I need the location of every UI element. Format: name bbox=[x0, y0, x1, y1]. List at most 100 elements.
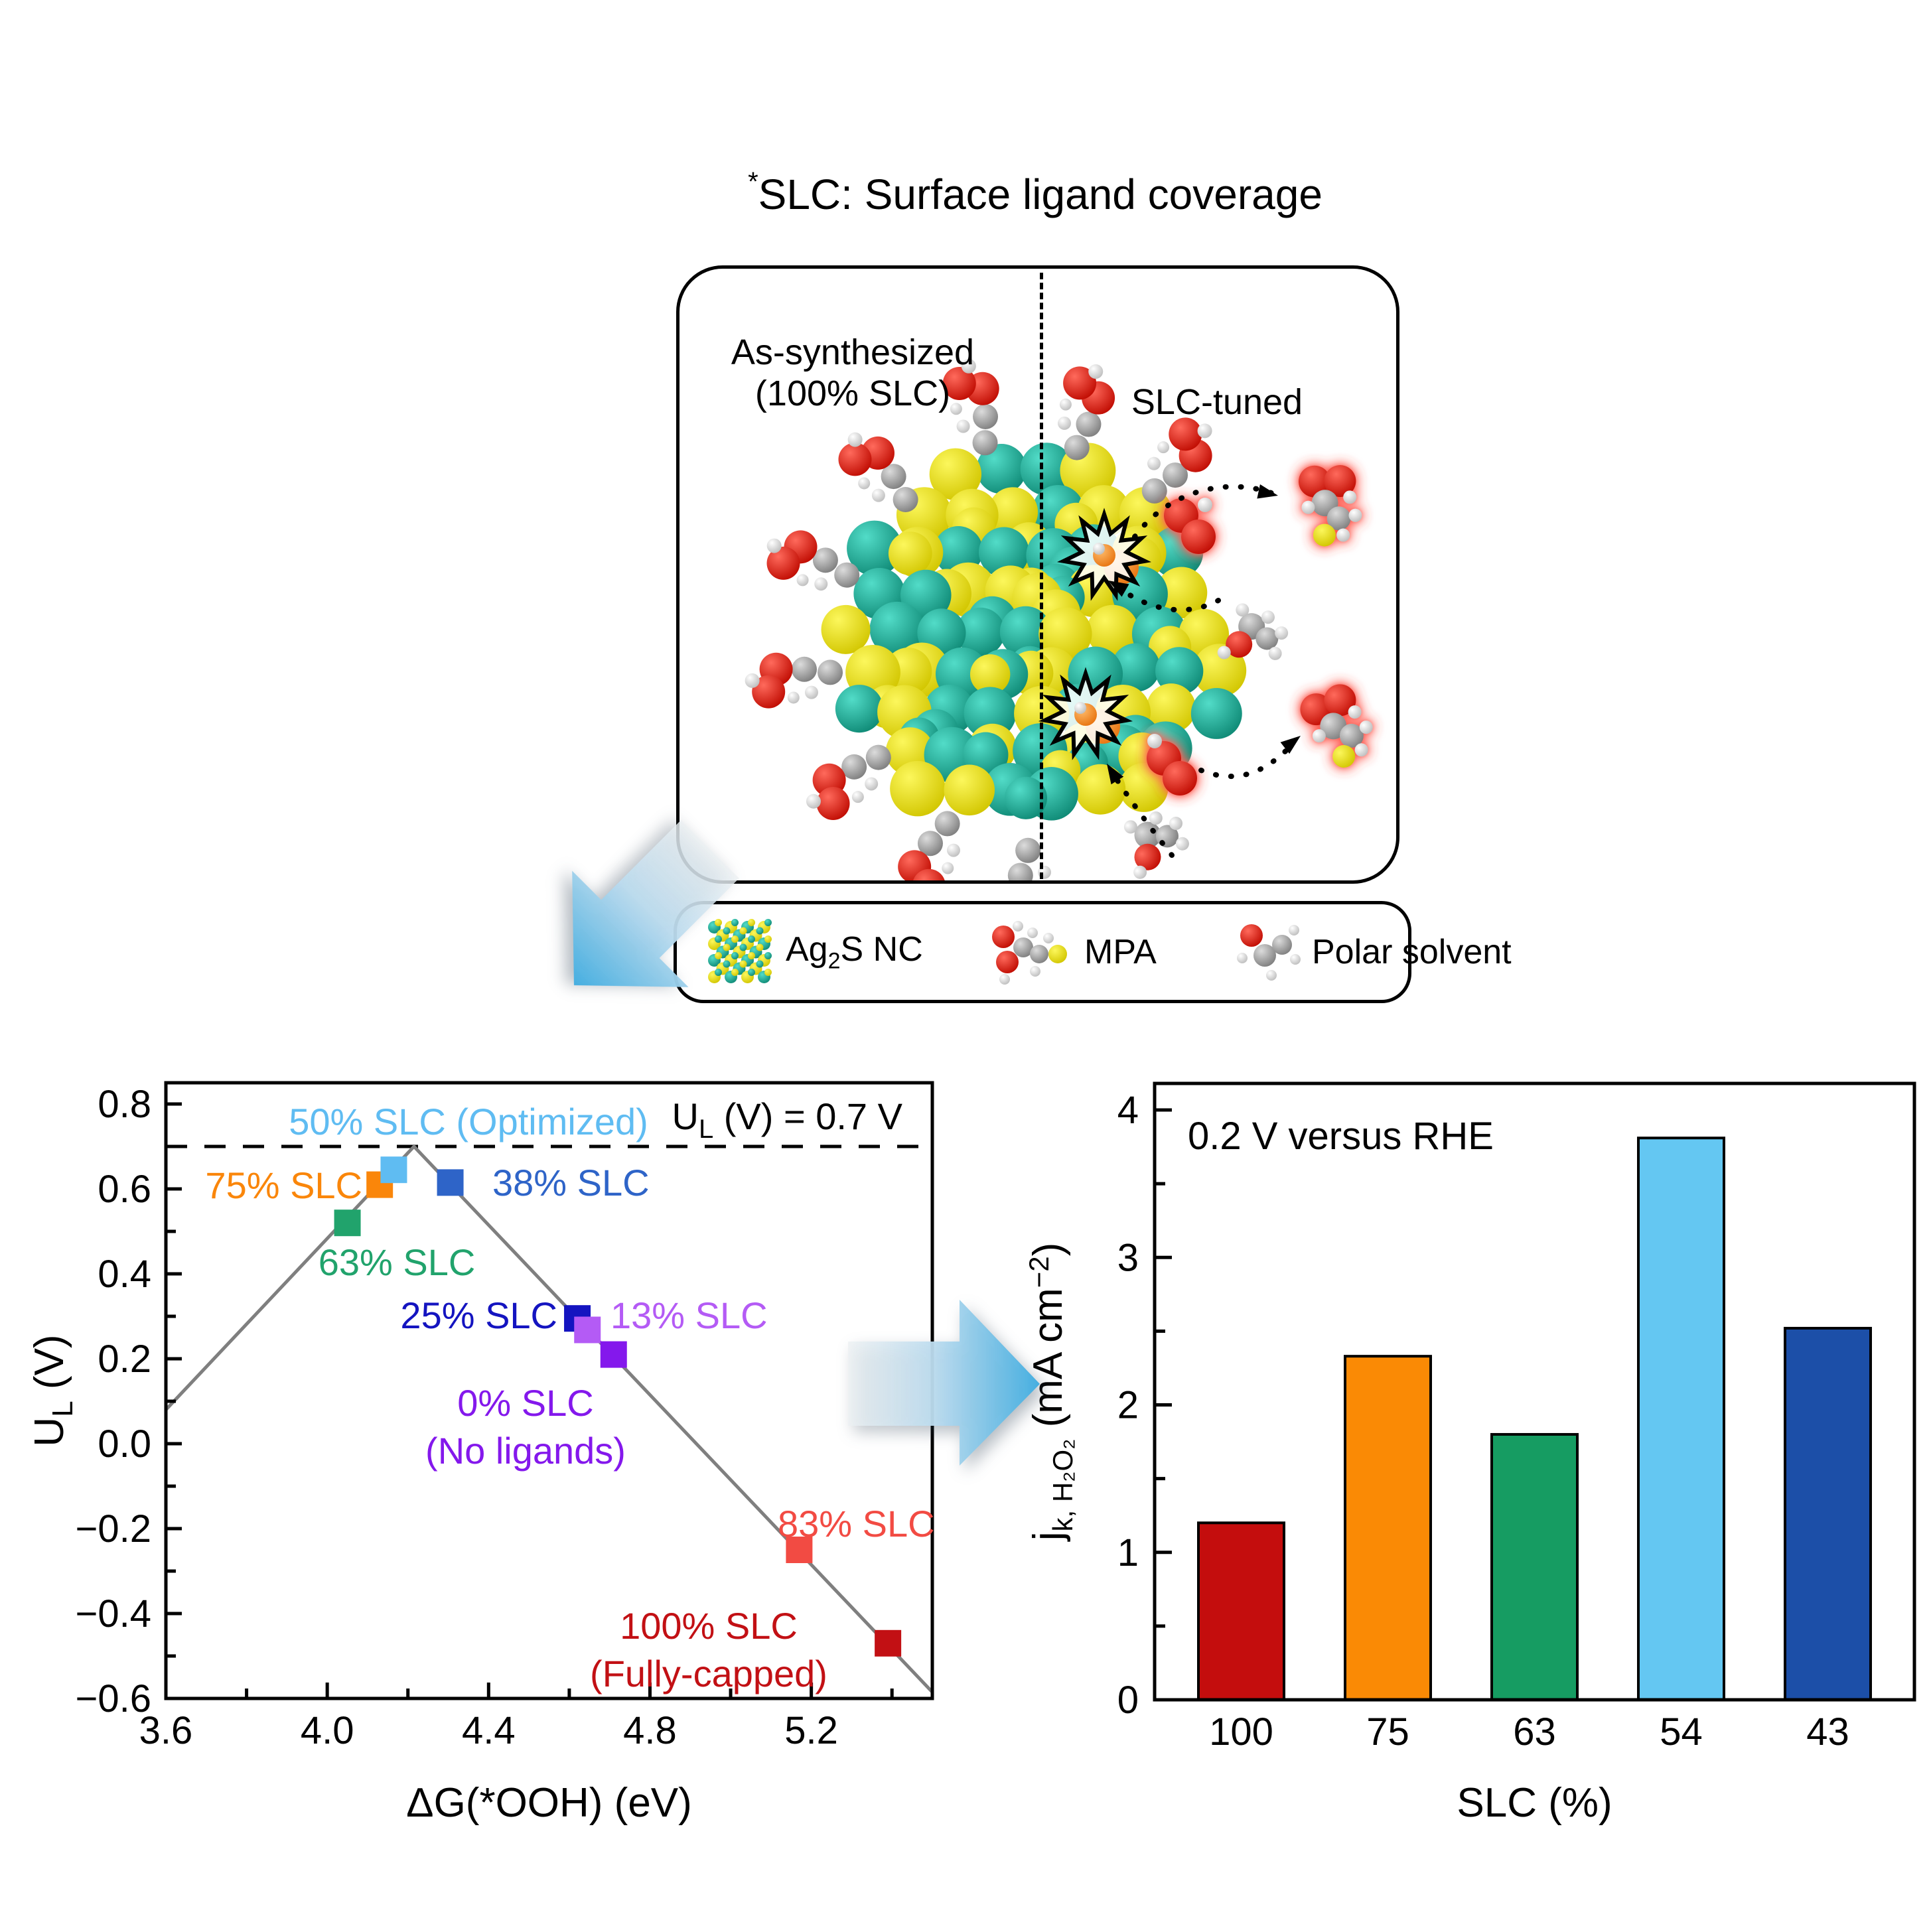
wht-atom bbox=[1133, 865, 1147, 879]
slc-point-label: 0% SLC bbox=[457, 1382, 593, 1424]
wht-atom bbox=[1343, 490, 1357, 504]
wht-atom bbox=[1027, 928, 1038, 938]
slc-tuned-text: SLC-tuned bbox=[1131, 382, 1303, 422]
yel-atom bbox=[1038, 607, 1092, 661]
legend-label-ag2s: Ag2S NC bbox=[786, 930, 923, 974]
y-tick-label: 0.4 bbox=[98, 1253, 151, 1296]
teal-atom bbox=[715, 969, 722, 976]
yel-atom bbox=[1048, 945, 1067, 963]
as-synthesized-line1: As-synthesized bbox=[731, 332, 975, 372]
teal-atom bbox=[731, 919, 739, 926]
bar-plot-frame bbox=[1153, 1081, 1916, 1702]
slc-data-point bbox=[786, 1537, 813, 1563]
y-title-main: j bbox=[1025, 1532, 1071, 1543]
y-title-unit: (mA cm bbox=[1025, 1288, 1071, 1438]
yel-atom bbox=[1332, 745, 1356, 768]
volcano-chart: 3.6 4.0 4.4 4.8 5.2 0.8 0.6 0.4 0.2 0.0 −0.2 −0.4 −0… bbox=[27, 1081, 935, 1826]
y-tick-label: 0.0 bbox=[98, 1422, 151, 1466]
yel-atom bbox=[756, 943, 764, 951]
teal-atom bbox=[978, 527, 1029, 578]
y-title-rest: (V) bbox=[27, 1334, 72, 1401]
ag2s-nanocrystal-icon bbox=[708, 919, 772, 983]
bar-chart: 100 75 63 54 43 0 1 2 3 4 0.2 V versus RHE SLC (%) j… bbox=[1023, 1081, 1916, 1826]
wht-atom bbox=[745, 673, 760, 688]
volcano-plot-frame bbox=[164, 1081, 934, 1700]
attached-ligands bbox=[745, 358, 1212, 880]
yel-atom bbox=[1192, 644, 1247, 697]
gray-atom bbox=[1030, 945, 1048, 963]
legend-item-mpa: MPA bbox=[989, 904, 1157, 1000]
slc-point-label: 38% SLC bbox=[492, 1162, 650, 1204]
yel-atom bbox=[1155, 567, 1208, 619]
y-title-sub: k, H₂O₂ bbox=[1047, 1439, 1078, 1532]
x-tick-label: 4.0 bbox=[301, 1709, 354, 1752]
bar-slc-63 bbox=[1490, 1432, 1579, 1701]
gray-atom bbox=[893, 487, 918, 513]
teal-atom bbox=[847, 520, 902, 577]
svg-tspan: (V) = 0.7 V bbox=[713, 1095, 902, 1137]
dotted-arrow-path bbox=[1132, 484, 1274, 539]
yel-atom bbox=[715, 919, 722, 926]
wht-atom bbox=[1336, 528, 1350, 542]
red-atom bbox=[1324, 465, 1356, 498]
gray-atom bbox=[1255, 627, 1279, 650]
legend-item-solvent: Polar solvent bbox=[1233, 904, 1512, 1000]
y-title-main: U bbox=[27, 1417, 72, 1447]
wht-atom bbox=[999, 974, 1010, 985]
wht-atom bbox=[1088, 364, 1104, 380]
panel-divider-dashed-line bbox=[1040, 273, 1043, 879]
detached-mpa-molecule bbox=[1298, 465, 1362, 547]
gray-atom bbox=[917, 831, 943, 857]
arrowhead-icon bbox=[1108, 581, 1129, 597]
arrowhead-icon bbox=[1107, 764, 1124, 785]
wht-atom bbox=[806, 794, 821, 809]
x-axis-title: SLC (%) bbox=[1457, 1780, 1612, 1826]
gray-atom bbox=[812, 547, 838, 573]
ref-line-label: UL (V) = 0.7 V bbox=[672, 1095, 903, 1144]
y-tick-label: 0 bbox=[1117, 1679, 1139, 1722]
yel-atom bbox=[890, 760, 946, 817]
slc-point-sublabel: (Fully-capped) bbox=[590, 1653, 827, 1694]
yel-atom bbox=[944, 764, 995, 816]
wht-atom bbox=[858, 477, 871, 490]
gray-atom bbox=[1253, 944, 1276, 967]
volcano-line bbox=[165, 1144, 934, 1694]
label-as-synthesized: As-synthesized (100% SLC) bbox=[731, 332, 974, 414]
gray-atom bbox=[818, 659, 843, 685]
y-axis-title: UL (V) bbox=[27, 1334, 79, 1446]
gray-atom bbox=[1272, 935, 1292, 955]
teal-atom bbox=[748, 969, 755, 976]
polar-solvent-molecule bbox=[1217, 603, 1289, 660]
wht-atom bbox=[1147, 456, 1161, 470]
wht-atom bbox=[1013, 921, 1023, 932]
wht-atom bbox=[1123, 820, 1137, 834]
wht-atom bbox=[1354, 743, 1368, 757]
wht-atom bbox=[1359, 721, 1373, 734]
desorbing-oxygen-groups bbox=[1147, 498, 1216, 795]
teal-atom bbox=[1004, 776, 1047, 819]
yel-atom bbox=[748, 919, 755, 926]
wht-atom bbox=[961, 358, 976, 374]
arrowhead-icon bbox=[1280, 736, 1301, 754]
yel-atom bbox=[1119, 762, 1169, 812]
yel-atom bbox=[1313, 523, 1336, 547]
gray-atom bbox=[972, 430, 998, 456]
x-axis-title: ΔG(*OOH) (eV) bbox=[406, 1780, 692, 1826]
slc-point-label: 63% SLC bbox=[319, 1241, 476, 1283]
gray-atom bbox=[1320, 713, 1347, 740]
title-text: SLC: Surface ligand coverage bbox=[758, 171, 1323, 218]
gray-atom bbox=[1141, 478, 1167, 504]
slc-point-label: 50% SLC (Optimized) bbox=[289, 1101, 648, 1142]
legend-label-mpa: MPA bbox=[1084, 933, 1157, 971]
teal-atom bbox=[723, 927, 731, 935]
yel-atom bbox=[764, 935, 772, 943]
wht-atom bbox=[946, 843, 960, 857]
gray-atom bbox=[1076, 411, 1102, 437]
bar-slc-54 bbox=[1637, 1137, 1725, 1701]
red-atom bbox=[752, 675, 786, 709]
nanocrystal-scene bbox=[679, 269, 1396, 880]
red-atom bbox=[1324, 684, 1356, 717]
y-title-sub: L bbox=[46, 1401, 79, 1416]
legend-item-ag2s: Ag2S NC bbox=[702, 904, 923, 1000]
